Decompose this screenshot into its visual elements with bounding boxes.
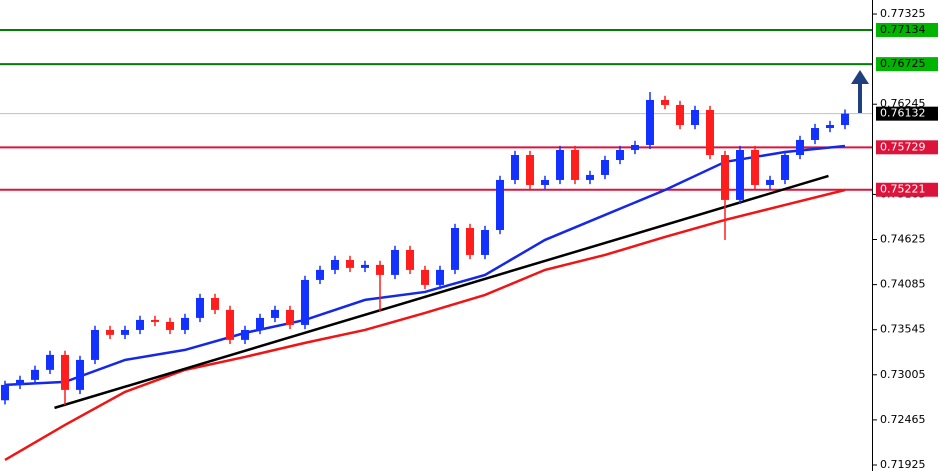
candle-body (361, 264, 369, 268)
candle-body (241, 329, 249, 340)
candle-body (481, 229, 489, 255)
candle-body (511, 154, 519, 180)
trendline (54, 174, 829, 410)
candle-body (286, 309, 294, 325)
arrow (851, 70, 869, 113)
candle-body (436, 269, 444, 285)
candle-body (121, 329, 129, 335)
price-label: 0.76725 (880, 57, 926, 70)
candle-body (781, 154, 789, 180)
candle-body (826, 125, 834, 129)
candle-body (811, 128, 819, 140)
candle-body (391, 249, 399, 275)
candle-body (451, 227, 459, 270)
candle-body (736, 149, 744, 200)
arrow-head (851, 70, 869, 84)
price-label-box (876, 57, 938, 72)
candle-body (181, 317, 189, 330)
plot-area (0, 28, 872, 461)
candle-body (616, 149, 624, 161)
price-label-box (876, 140, 938, 155)
candle-body (526, 154, 534, 185)
candle-body (46, 354, 54, 370)
candle-body (166, 321, 174, 330)
candle-body (586, 174, 594, 180)
moving-average (4, 144, 846, 387)
price-label: 0.76132 (880, 107, 926, 120)
candle-body (661, 99, 669, 105)
candle-body (691, 109, 699, 126)
y-tick-label: 0.71925 (880, 458, 926, 471)
candle-body (406, 249, 414, 270)
price-label-box (876, 22, 938, 37)
candle-body (226, 309, 234, 340)
candle-body (841, 113, 849, 126)
candle-body (646, 99, 654, 145)
candle-body (256, 317, 264, 330)
candle-body (541, 179, 549, 185)
y-tick-label: 0.72465 (880, 413, 926, 426)
candle-body (421, 269, 429, 285)
candle-body (106, 329, 114, 335)
candle-body (766, 179, 774, 185)
candle-body (706, 109, 714, 155)
candle-body (316, 269, 324, 280)
candle-body (76, 359, 84, 390)
candle-body (271, 309, 279, 318)
y-tick-label: 0.74625 (880, 233, 926, 246)
candle-body (376, 264, 384, 275)
candle-body (496, 179, 504, 230)
candle-body (31, 369, 39, 380)
y-tick-label: 0.74085 (880, 278, 926, 291)
candle-body (556, 149, 564, 180)
candle-body (751, 149, 759, 185)
price-label-box (876, 182, 938, 197)
candle-body (721, 154, 729, 200)
moving-average (4, 188, 846, 461)
candle-body (346, 259, 354, 268)
price-label: 0.75221 (880, 183, 926, 196)
candle-body (91, 329, 99, 360)
price-label: 0.77134 (880, 23, 926, 36)
candle-body (211, 297, 219, 310)
y-tick-label: 0.73005 (880, 368, 926, 381)
candle-body (16, 379, 24, 385)
candle-body (796, 139, 804, 155)
y-tick-label: 0.77325 (880, 7, 926, 20)
y-tick-label: 0.73545 (880, 323, 926, 336)
candle-body (301, 279, 309, 325)
candle-body (61, 354, 69, 390)
candle-body (601, 160, 609, 175)
candle-body (151, 319, 159, 322)
price-label-box (876, 106, 938, 121)
price-label: 0.75729 (880, 140, 926, 153)
candle-body (571, 149, 579, 180)
candle-body (331, 259, 339, 270)
candle-body (136, 319, 144, 330)
candle-body (1, 384, 9, 401)
candle-body (631, 144, 639, 150)
candle-body (466, 227, 474, 255)
candle-body (196, 297, 204, 318)
candle-body (676, 104, 684, 126)
